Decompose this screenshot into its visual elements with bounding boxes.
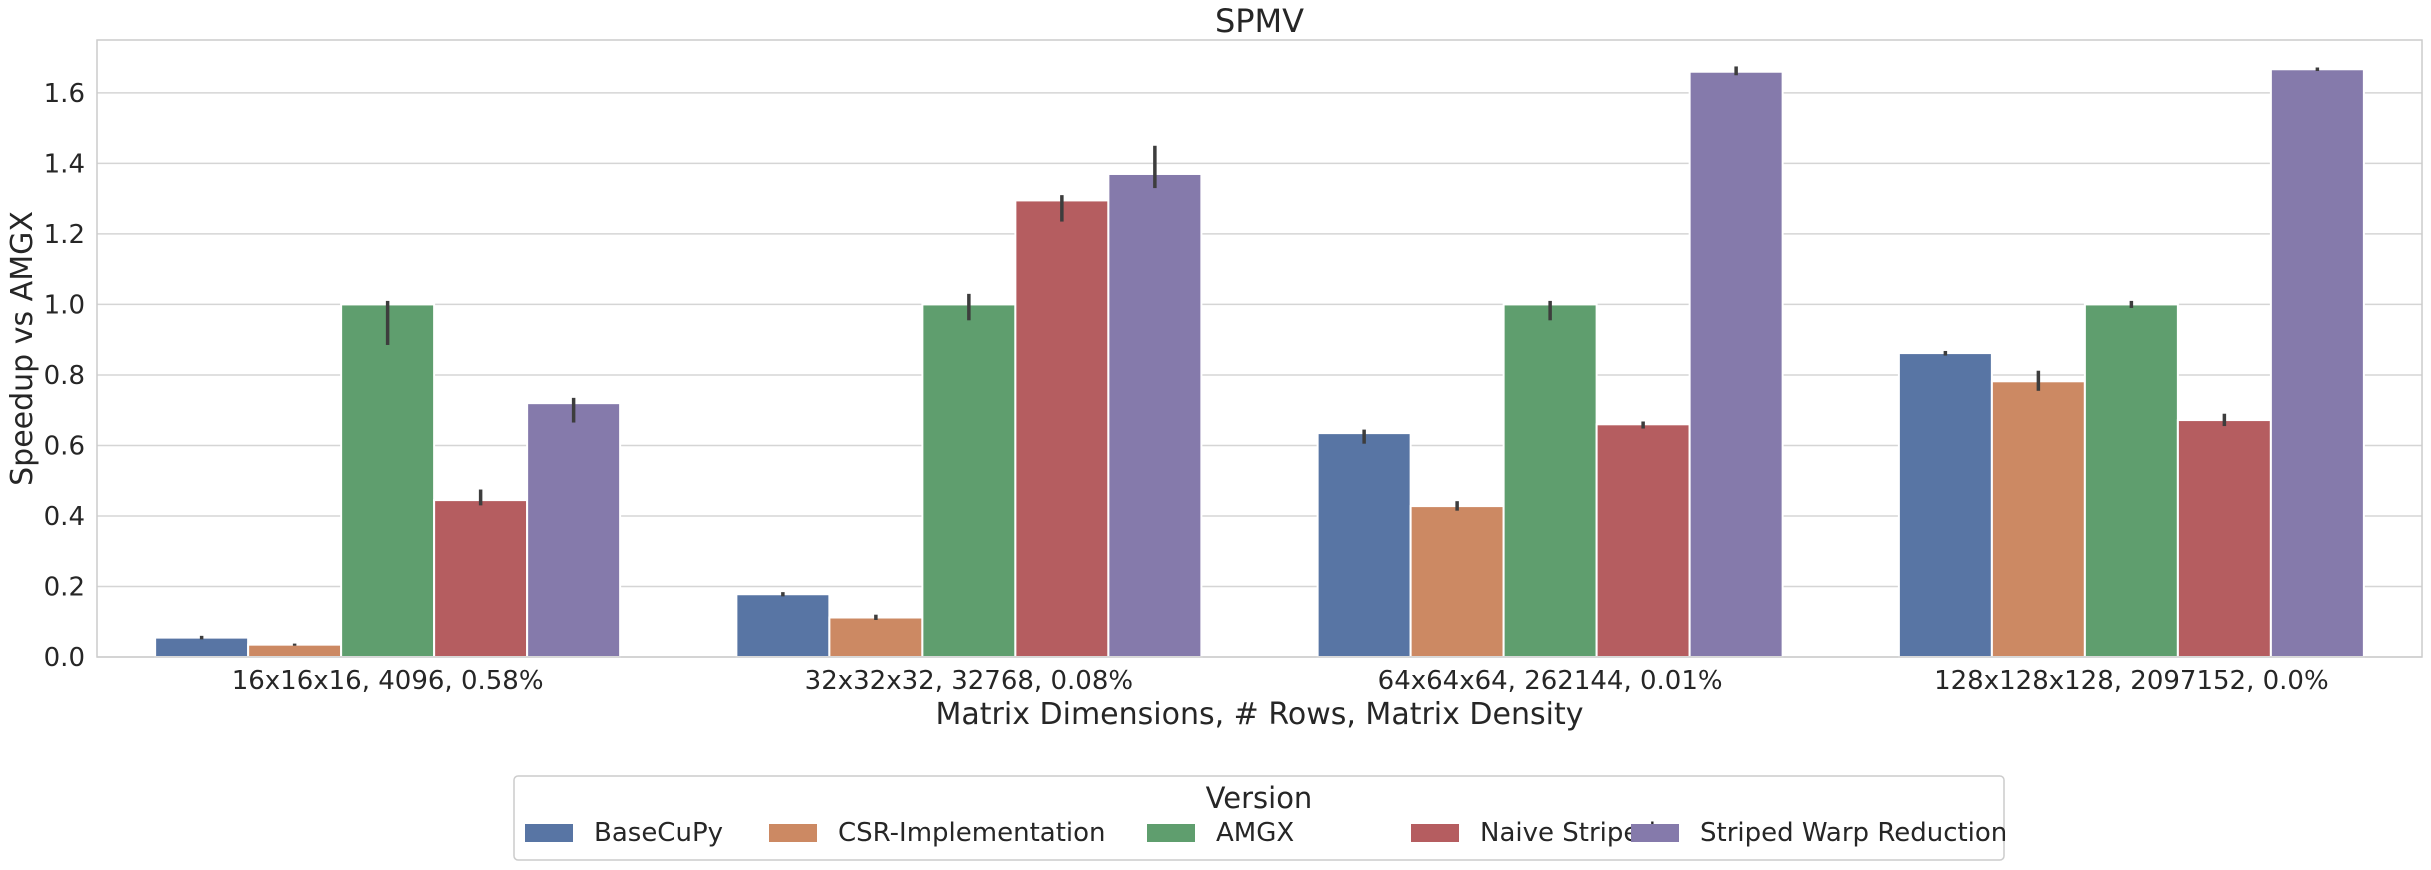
legend-swatch (1411, 824, 1459, 842)
y-tick-label: 0.4 (44, 502, 85, 532)
bar (1014, 199, 1110, 658)
bar (828, 616, 924, 659)
legend-label: Naive Striped (1480, 818, 1656, 848)
bar (2083, 303, 2179, 658)
bar (526, 402, 622, 658)
x-tick-label: 32x32x32, 32768, 0.08% (805, 666, 1133, 696)
bar (2269, 68, 2365, 658)
y-tick-label: 0.6 (44, 431, 85, 461)
y-axis-label: Speedup vs AMGX (5, 211, 40, 486)
bar (340, 303, 436, 658)
x-tick-label: 128x128x128, 2097152, 0.0% (1934, 666, 2329, 696)
bar (2176, 419, 2272, 658)
y-tick-label: 0.0 (44, 643, 85, 673)
y-tick-label: 1.2 (44, 220, 85, 250)
legend-label: BaseCuPy (594, 818, 723, 848)
bar-layer (154, 68, 2365, 659)
bar (247, 643, 343, 658)
bar (1990, 380, 2086, 658)
bar (735, 593, 831, 659)
bar (1688, 70, 1784, 658)
legend-swatch (525, 824, 573, 842)
bar (1502, 303, 1598, 658)
x-tick-label: 64x64x64, 262144, 0.01% (1378, 666, 1723, 696)
bar (1897, 352, 1993, 658)
legend: Version BaseCuPy CSR-Implementation AMGX Na… (513, 775, 2007, 861)
x-axis-label: Matrix Dimensions, # Rows, Matrix Densit… (936, 697, 1584, 732)
bar (1409, 505, 1505, 658)
bar (433, 499, 529, 658)
y-tick-label: 1.6 (44, 79, 85, 109)
legend-label: CSR-Implementation (838, 818, 1106, 848)
bar (154, 636, 250, 659)
y-tick-label: 1.4 (44, 149, 85, 179)
bar (921, 303, 1017, 658)
bar (1107, 172, 1203, 658)
errorbar-layer (199, 66, 2320, 646)
legend-swatch (769, 824, 817, 842)
y-tick-label: 0.2 (44, 572, 85, 602)
tick-layer: 0.0 0.2 0.4 0.6 0.8 1.0 1.2 1.4 1.6 16x16x16, 409… (44, 79, 2329, 696)
legend-title: Version (1206, 781, 1313, 815)
y-tick-label: 0.8 (44, 361, 85, 391)
x-tick-label: 16x16x16, 4096, 0.58% (232, 666, 544, 696)
bar (1595, 423, 1691, 658)
legend-label: AMGX (1216, 818, 1294, 848)
y-tick-label: 1.0 (44, 290, 85, 320)
chart-title: SPMV (1215, 2, 1304, 40)
legend-items: BaseCuPy CSR-Implementation AMGX Naive Stri… (525, 818, 2007, 848)
legend-swatch (1147, 824, 1195, 842)
legend-label: Striped Warp Reduction (1700, 818, 2007, 848)
plot-frame (96, 39, 2423, 658)
legend-swatch (1631, 824, 1679, 842)
bar (1316, 432, 1412, 659)
